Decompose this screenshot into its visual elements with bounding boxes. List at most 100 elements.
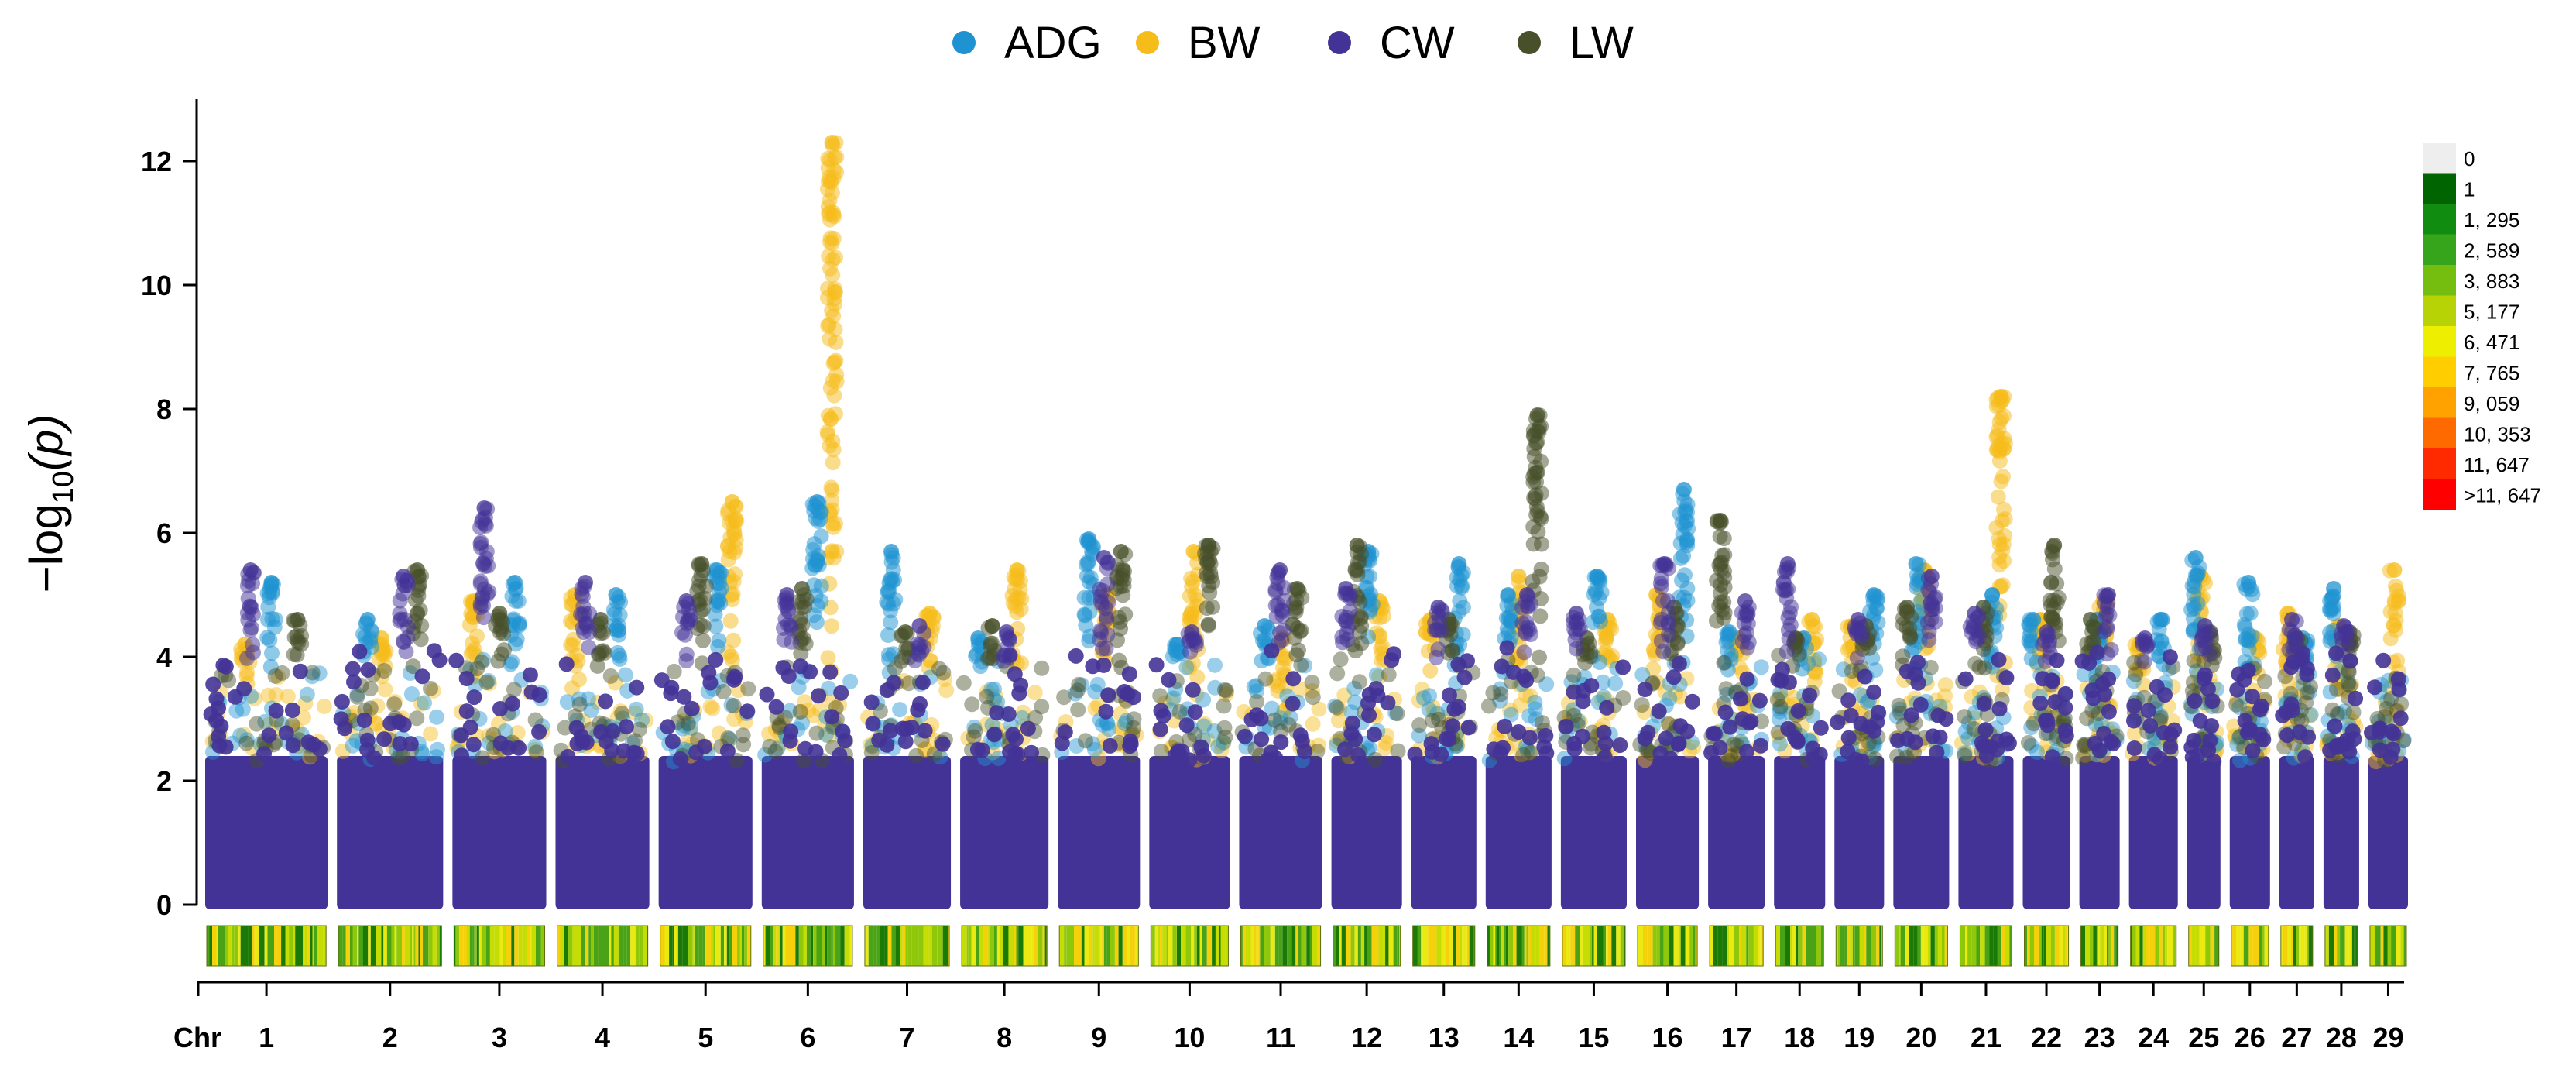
density-cell bbox=[342, 926, 346, 966]
snp-point bbox=[1116, 721, 1132, 737]
snp-point bbox=[2340, 676, 2356, 692]
density-cell bbox=[1586, 926, 1590, 966]
density-cell bbox=[674, 926, 678, 966]
snp-point bbox=[1185, 602, 1201, 618]
density-cell bbox=[499, 926, 503, 966]
density-cell bbox=[1722, 926, 1727, 966]
density-cell bbox=[1638, 926, 1643, 966]
snp-point bbox=[386, 696, 403, 713]
density-cell bbox=[2005, 926, 2010, 966]
density-strip-frame bbox=[864, 925, 950, 967]
density-cell bbox=[1570, 926, 1573, 966]
snp-point bbox=[228, 703, 245, 719]
density-cell bbox=[825, 926, 828, 966]
density-strip-frame bbox=[1959, 925, 2013, 967]
density-cell bbox=[1984, 926, 1990, 966]
density-cell bbox=[2280, 926, 2283, 966]
density-cell bbox=[1790, 926, 1792, 966]
x-tick-label: 7 bbox=[899, 1022, 914, 1053]
density-cell bbox=[1920, 926, 1924, 966]
density-cell bbox=[2351, 926, 2355, 966]
density-cell bbox=[1663, 926, 1669, 966]
density-cell bbox=[630, 926, 636, 966]
snp-point bbox=[871, 732, 887, 748]
snp-point bbox=[2299, 685, 2315, 701]
snp-point bbox=[897, 734, 914, 750]
density-cell bbox=[868, 926, 874, 966]
density-strip-frame bbox=[2080, 925, 2119, 967]
density-cell bbox=[1508, 926, 1514, 966]
snp-point bbox=[1126, 689, 1141, 706]
snp-peak-point bbox=[1779, 556, 1796, 572]
snp-point bbox=[2126, 740, 2142, 756]
snp-peak-point bbox=[999, 624, 1014, 640]
snp-point bbox=[986, 681, 1002, 697]
density-cell bbox=[785, 926, 791, 966]
density-cell bbox=[1225, 926, 1229, 966]
density-cell bbox=[481, 926, 487, 966]
snp-point bbox=[1282, 710, 1298, 725]
snp-point bbox=[458, 703, 475, 720]
snp-point bbox=[1304, 675, 1320, 690]
density-cell bbox=[1278, 926, 1283, 966]
snp-point bbox=[1570, 713, 1586, 729]
snp-point bbox=[1794, 718, 1810, 734]
density-cell bbox=[692, 926, 695, 966]
snp-point bbox=[720, 730, 736, 746]
density-cell bbox=[518, 926, 523, 966]
snp-point bbox=[1802, 687, 1817, 703]
density-cell bbox=[2231, 926, 2236, 966]
snp-point bbox=[2024, 682, 2040, 699]
density-cell bbox=[2093, 926, 2097, 966]
snp-point bbox=[360, 661, 376, 678]
density-cell bbox=[216, 926, 218, 966]
data-points bbox=[203, 135, 2412, 909]
snp-point bbox=[1511, 724, 1527, 740]
density-cell bbox=[2262, 926, 2265, 966]
density-cell bbox=[1879, 926, 1881, 966]
y-axis-title: −log10(p) bbox=[20, 414, 80, 593]
snp-point bbox=[1297, 744, 1312, 760]
snp-point bbox=[1098, 641, 1114, 657]
snp-point bbox=[473, 534, 489, 551]
density-cell bbox=[1023, 926, 1027, 966]
snp-point bbox=[725, 573, 742, 589]
density-cell bbox=[937, 926, 943, 966]
snp-point bbox=[1505, 664, 1521, 680]
snp-point bbox=[480, 672, 496, 689]
density-cell bbox=[391, 926, 395, 966]
density-cell bbox=[2130, 926, 2132, 966]
snp-point bbox=[1272, 715, 1288, 730]
snp-point bbox=[527, 741, 543, 758]
density-cell bbox=[402, 926, 405, 966]
dense-band-chr4 bbox=[555, 756, 650, 909]
snp-point bbox=[466, 689, 482, 706]
density-cell bbox=[1796, 926, 1799, 966]
snp-point bbox=[1286, 630, 1302, 646]
density-cell bbox=[1194, 926, 1197, 966]
x-tick-label: 11 bbox=[1266, 1022, 1295, 1053]
snp-point bbox=[1499, 640, 1515, 656]
snp-point bbox=[504, 696, 520, 712]
snp-point bbox=[680, 716, 696, 732]
snp-point bbox=[1407, 746, 1423, 762]
snp-point bbox=[683, 720, 699, 736]
density-cell bbox=[212, 926, 217, 966]
snp-point bbox=[2200, 681, 2216, 697]
snp-point bbox=[1285, 696, 1301, 712]
snp-point bbox=[1197, 716, 1213, 732]
snp-point bbox=[1805, 740, 1821, 757]
density-cell bbox=[713, 926, 716, 966]
snp-point bbox=[1502, 702, 1518, 718]
snp-point bbox=[1423, 736, 1439, 752]
snp-point bbox=[203, 706, 219, 722]
snp-point bbox=[1717, 704, 1734, 720]
density-cell bbox=[739, 926, 742, 966]
density-cell bbox=[2396, 926, 2401, 966]
density-cell bbox=[2110, 926, 2115, 966]
snp-peak-point bbox=[897, 624, 914, 640]
snp-point bbox=[262, 658, 279, 675]
snp-point bbox=[2099, 621, 2115, 637]
dense-band-chr28 bbox=[2323, 756, 2359, 909]
density-cell bbox=[1223, 926, 1226, 966]
